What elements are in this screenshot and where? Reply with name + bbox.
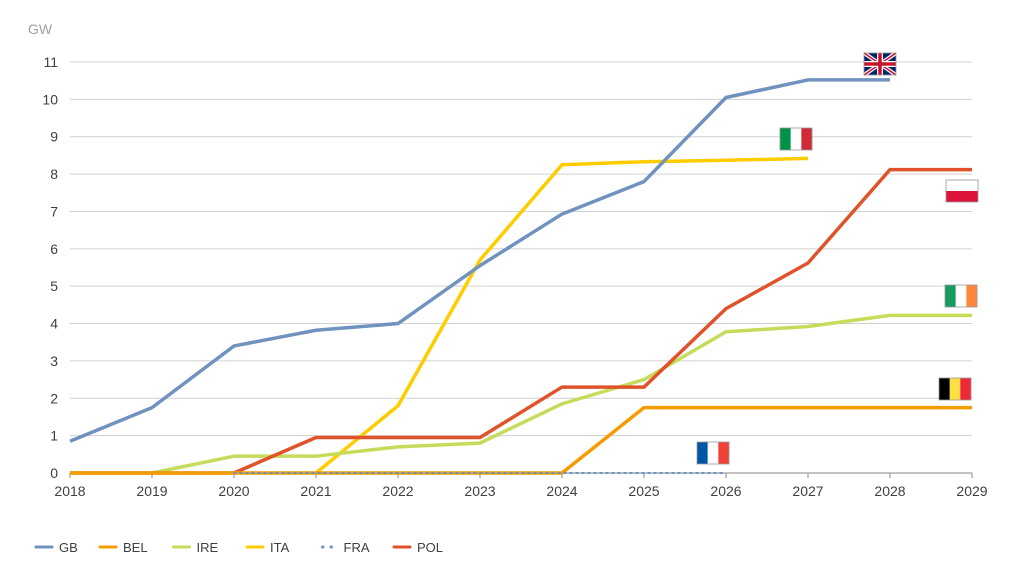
y-tick-label: 9 (50, 129, 58, 145)
x-tick-label: 2029 (956, 483, 987, 499)
x-tick-label: 2020 (218, 483, 249, 499)
y-tick-label: 2 (50, 390, 58, 406)
y-tick-label: 0 (50, 465, 58, 481)
x-tick-label: 2023 (464, 483, 495, 499)
series-line-gb (69, 78, 890, 443)
series-line-ire (151, 313, 972, 475)
y-axis-label: GW (28, 21, 53, 37)
x-tick-label: 2026 (710, 483, 741, 499)
x-tick-label: 2022 (382, 483, 413, 499)
legend-label-bel: BEL (123, 540, 148, 555)
y-tick-label: 5 (50, 278, 58, 294)
y-tick-label: 6 (50, 241, 58, 257)
be-flag-icon (938, 377, 972, 401)
y-tick-label: 3 (50, 353, 58, 369)
ie-flag-icon (944, 284, 978, 308)
x-tick-label: 2018 (54, 483, 85, 499)
x-tick-label: 2028 (874, 483, 905, 499)
x-tick-label: 2024 (546, 483, 577, 499)
pl-flag-icon (945, 179, 979, 203)
x-tick-label: 2025 (628, 483, 659, 499)
y-tick-label: 1 (50, 428, 58, 444)
gb-flag-icon (862, 51, 898, 77)
x-tick-label: 2021 (300, 483, 331, 499)
y-tick-label: 7 (50, 203, 58, 219)
legend-label-fra: FRA (344, 540, 370, 555)
legend-label-gb: GB (59, 540, 78, 555)
x-tick-label: 2019 (136, 483, 167, 499)
fr-flag-icon (696, 441, 730, 465)
legend-label-ita: ITA (270, 540, 290, 555)
y-tick-label: 11 (43, 54, 58, 70)
series-line-ita (314, 156, 809, 475)
it-flag-icon (779, 127, 813, 151)
x-tick-label: 2027 (792, 483, 823, 499)
y-tick-label: 8 (50, 166, 58, 182)
legend-label-pol: POL (417, 540, 443, 555)
legend-label-ire: IRE (197, 540, 219, 555)
y-tick-label: 4 (50, 316, 58, 332)
y-tick-label: 10 (42, 91, 58, 107)
